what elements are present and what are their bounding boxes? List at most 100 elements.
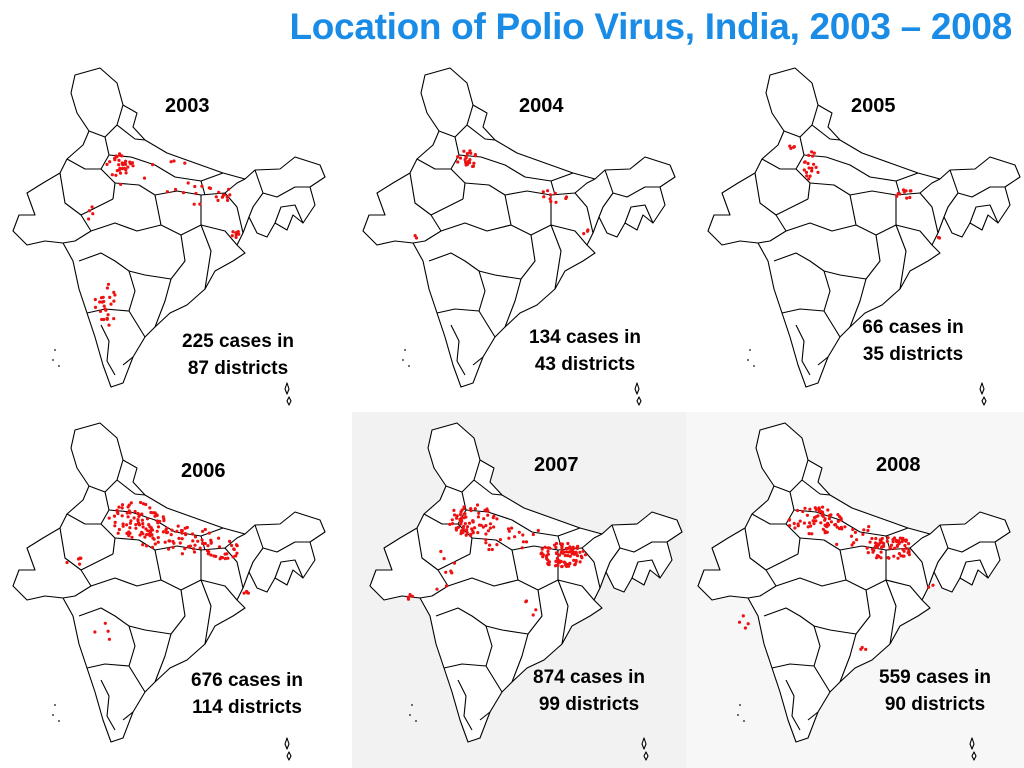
case-dot (181, 191, 186, 195)
case-dot (132, 516, 136, 520)
case-dot (862, 528, 866, 532)
case-count-caption: 874 cases in 99 districts (514, 664, 664, 718)
case-dot (506, 527, 511, 531)
case-dot (137, 514, 141, 518)
case-dot (568, 554, 572, 558)
case-dot (874, 542, 879, 546)
case-dot (444, 584, 448, 588)
case-dot (141, 502, 145, 506)
case-dot (192, 550, 197, 554)
case-dot (198, 202, 202, 206)
case-dot (484, 532, 488, 536)
case-dot (486, 529, 490, 533)
case-dot (448, 522, 452, 526)
case-dot (128, 526, 132, 530)
case-dot (816, 170, 820, 174)
case-dot (120, 514, 124, 518)
case-dot (169, 533, 173, 537)
case-dot (510, 526, 514, 530)
case-dot (120, 167, 124, 171)
case-dot (555, 556, 559, 560)
case-dot (838, 515, 842, 519)
case-dot (894, 538, 898, 543)
case-dot (454, 528, 458, 532)
case-dot (150, 528, 155, 532)
case-dot (473, 507, 477, 511)
case-dot (880, 545, 884, 549)
india-map (697, 422, 1011, 761)
case-dot (868, 540, 872, 544)
case-dot (230, 234, 234, 238)
case-dot (112, 514, 117, 518)
case-dot (155, 529, 159, 533)
case-dot (228, 539, 232, 543)
map-panel-2006: 2006 676 cases in 114 districts (5, 420, 345, 761)
case-dot (564, 196, 568, 201)
case-dot (874, 536, 878, 541)
case-dot (449, 569, 453, 573)
map-panel-2003: 2003 225 cases in 87 districts (5, 65, 345, 406)
case-dot (126, 165, 130, 169)
case-dot (520, 546, 524, 550)
case-dot (178, 541, 182, 545)
case-dot (524, 599, 529, 603)
case-dot (76, 557, 81, 561)
case-dot (117, 163, 121, 167)
case-dot (171, 545, 175, 549)
case-dot (217, 536, 221, 540)
case-dot (167, 539, 171, 543)
case-dot (119, 182, 123, 186)
case-dot (563, 561, 567, 565)
case-dot (242, 591, 246, 595)
map-panel-2007: 2007 874 cases in 99 districts (362, 420, 702, 761)
case-dot (568, 562, 572, 566)
case-dot (560, 564, 564, 568)
case-dot (191, 539, 195, 543)
case-dot (180, 537, 184, 541)
case-count-caption: 559 cases in 90 districts (860, 664, 1010, 718)
case-dot (133, 509, 137, 514)
case-dot (165, 526, 169, 530)
case-dot (146, 529, 150, 533)
case-dot (867, 525, 871, 529)
case-dot (185, 525, 189, 530)
case-dot (814, 508, 818, 512)
case-dot (200, 184, 204, 188)
case-dot (118, 153, 122, 157)
case-dot (126, 515, 130, 519)
case-dot (232, 547, 236, 552)
case-dot (788, 144, 792, 148)
case-dot (808, 507, 812, 511)
case-dot (517, 530, 521, 534)
case-dot (113, 158, 117, 162)
case-dot (465, 152, 469, 156)
case-dot (490, 547, 494, 552)
case-dot (897, 541, 901, 546)
case-dot (104, 308, 108, 312)
case-dot (120, 503, 125, 507)
case-dot (120, 161, 124, 165)
year-label: 2004 (519, 95, 564, 117)
case-dot (112, 290, 116, 294)
case-dot (414, 236, 419, 240)
case-dot (203, 541, 207, 546)
case-dot (904, 546, 908, 550)
case-dot (484, 538, 488, 542)
case-dot (130, 161, 134, 165)
case-dot (231, 230, 235, 234)
case-dot (193, 184, 197, 189)
case-dot (812, 522, 816, 526)
case-dot (580, 556, 584, 560)
case-dot (208, 186, 213, 190)
case-dot (131, 164, 135, 168)
case-dot (477, 523, 482, 527)
case-dot (540, 547, 544, 551)
case-dot (176, 524, 180, 528)
case-dot (568, 545, 572, 549)
case-dot (546, 549, 550, 553)
case-dot (575, 554, 580, 558)
case-dot (141, 522, 145, 526)
case-dot (547, 560, 551, 564)
case-dot (462, 524, 466, 529)
case-dot (226, 198, 230, 202)
